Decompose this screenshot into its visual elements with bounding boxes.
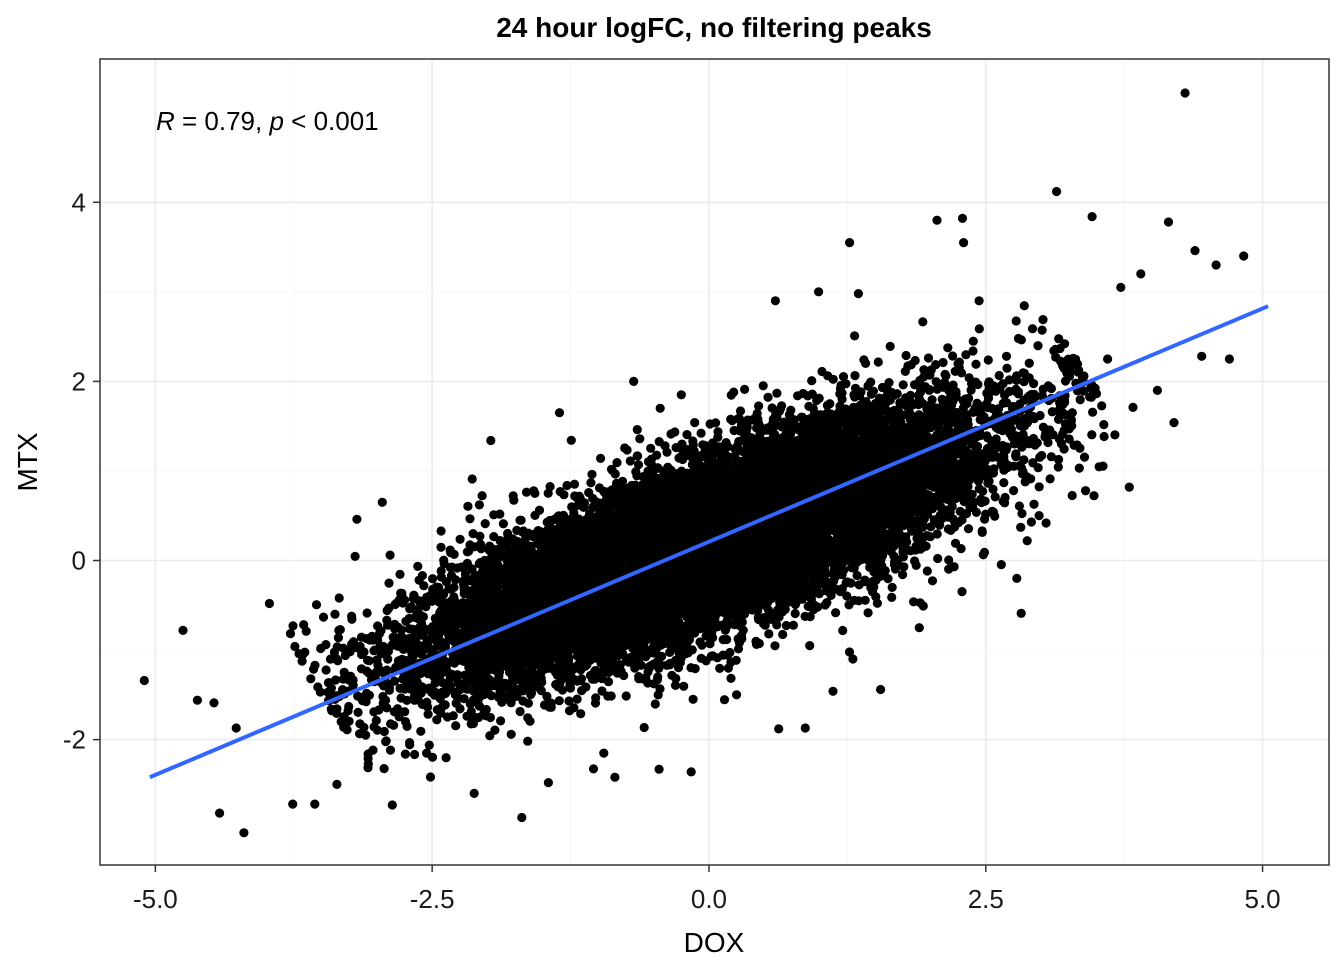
p-symbol: p xyxy=(268,106,283,136)
x-axis-title: DOX xyxy=(684,927,745,958)
y-axis-title: MTX xyxy=(12,432,43,491)
y-tick-label: 0 xyxy=(72,546,86,576)
x-axis: -5.0 -2.5 0.0 2.5 5.0 xyxy=(133,865,1281,914)
chart-title: 24 hour logFC, no filtering peaks xyxy=(496,12,932,43)
data-points xyxy=(139,88,1249,838)
y-axis: -2 0 2 4 xyxy=(63,187,100,755)
r-symbol: R xyxy=(156,106,175,136)
x-tick-label: 2.5 xyxy=(968,884,1004,914)
y-tick-label: -2 xyxy=(63,725,86,755)
x-tick-label: -2.5 xyxy=(410,884,455,914)
scatter-points xyxy=(139,88,1249,838)
x-tick-label: 5.0 xyxy=(1244,884,1280,914)
correlation-annotation: R = 0.79, p < 0.001 xyxy=(156,106,379,136)
regression-line xyxy=(149,304,1269,780)
x-tick-label: 0.0 xyxy=(691,884,727,914)
y-tick-label: 4 xyxy=(72,187,86,217)
p-value: < 0.001 xyxy=(284,106,379,136)
r-value: = 0.79, xyxy=(175,106,270,136)
grid-lines xyxy=(100,59,1329,865)
x-tick-label: -5.0 xyxy=(133,884,178,914)
plot-panel-border xyxy=(99,58,1330,866)
y-tick-label: 2 xyxy=(72,366,86,396)
